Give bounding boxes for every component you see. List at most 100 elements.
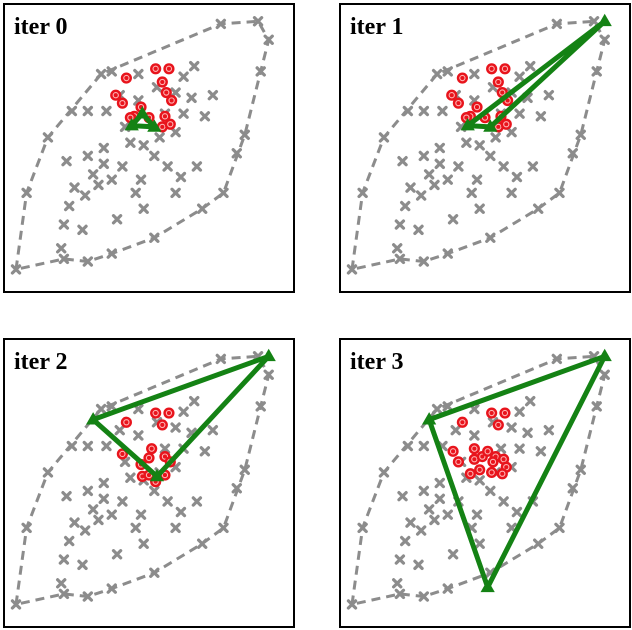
data-point <box>162 496 173 507</box>
selected-point <box>120 72 132 84</box>
triangle-vertex <box>483 119 498 132</box>
data-point <box>495 443 507 454</box>
data-point <box>197 538 208 549</box>
data-point <box>98 493 109 505</box>
data-point <box>106 583 117 594</box>
data-point <box>543 425 555 436</box>
data-point <box>191 161 203 172</box>
data-point <box>98 158 109 170</box>
data-point <box>591 66 602 77</box>
panel-3: iter 3 <box>339 338 631 628</box>
triangle-vertex <box>261 348 276 362</box>
selected-point <box>486 63 498 75</box>
data-point <box>357 187 368 199</box>
data-point <box>554 187 565 199</box>
data-point <box>98 142 109 154</box>
data-point <box>466 187 477 199</box>
data-point <box>263 369 274 380</box>
data-point <box>101 105 112 117</box>
data-point <box>93 514 104 526</box>
data-point <box>442 248 453 259</box>
data-point <box>434 158 445 170</box>
data-point <box>199 111 211 122</box>
data-point <box>405 517 416 528</box>
selected-point <box>456 72 468 84</box>
data-point <box>461 137 472 148</box>
data-point <box>575 129 586 140</box>
data-point <box>170 522 181 534</box>
data-point <box>525 60 536 72</box>
data-point <box>170 87 181 98</box>
data-point <box>418 485 430 497</box>
simplex-triangle <box>129 111 157 130</box>
data-point <box>87 504 99 515</box>
data-point <box>415 190 427 201</box>
selected-point <box>447 445 459 457</box>
selected-point <box>156 419 168 431</box>
data-point <box>106 401 117 412</box>
data-point <box>346 264 358 275</box>
data-point <box>418 256 430 267</box>
data-point <box>106 509 117 520</box>
data-point <box>175 171 187 183</box>
data-point <box>469 68 480 80</box>
data-point <box>532 538 544 549</box>
data-point <box>415 525 427 536</box>
triangle-vertex <box>86 412 101 425</box>
panel-0: iter 0 <box>3 3 295 293</box>
data-point <box>111 549 123 560</box>
data-point <box>392 243 403 254</box>
data-point <box>402 440 414 452</box>
data-point <box>178 108 189 119</box>
data-point <box>149 150 160 162</box>
data-point <box>138 140 149 151</box>
data-point <box>413 224 424 236</box>
simplex-triangle <box>90 353 272 479</box>
simplex-triangle <box>426 353 608 590</box>
data-point <box>58 219 70 230</box>
panel-frame <box>3 338 295 628</box>
selected-point <box>499 63 511 75</box>
data-point <box>506 187 517 199</box>
selected-point <box>150 63 162 75</box>
data-point <box>170 126 181 138</box>
data-point <box>252 16 264 27</box>
data-point <box>474 475 485 486</box>
data-point <box>154 132 165 143</box>
data-point <box>437 105 448 117</box>
data-point <box>413 559 424 571</box>
hull-outline <box>14 19 271 271</box>
data-point <box>471 509 483 520</box>
panel-title: iter 0 <box>14 14 68 40</box>
selected-point <box>486 466 498 479</box>
hull-outline <box>350 354 607 606</box>
data-point <box>66 440 78 452</box>
triangle-vertex <box>149 468 165 482</box>
data-point <box>599 34 610 45</box>
selected-point <box>156 76 168 88</box>
data-point <box>527 161 539 172</box>
data-point <box>418 105 430 117</box>
data-point <box>442 66 453 77</box>
data-point <box>471 174 483 185</box>
data-point <box>469 430 480 441</box>
data-point <box>532 203 544 214</box>
data-point <box>239 129 250 140</box>
data-point <box>42 467 54 478</box>
data-point <box>255 401 266 412</box>
data-point <box>567 148 578 159</box>
data-point <box>474 203 485 214</box>
data-point <box>69 517 80 528</box>
selected-point <box>456 416 468 428</box>
panel-title: iter 1 <box>350 14 404 40</box>
data-point <box>149 567 160 578</box>
data-point <box>189 60 200 72</box>
data-point <box>58 588 70 600</box>
data-point <box>357 522 368 534</box>
data-point <box>485 150 496 162</box>
data-point <box>199 446 211 457</box>
data-point <box>498 161 509 172</box>
data-point <box>79 190 91 201</box>
data-point <box>514 108 525 119</box>
